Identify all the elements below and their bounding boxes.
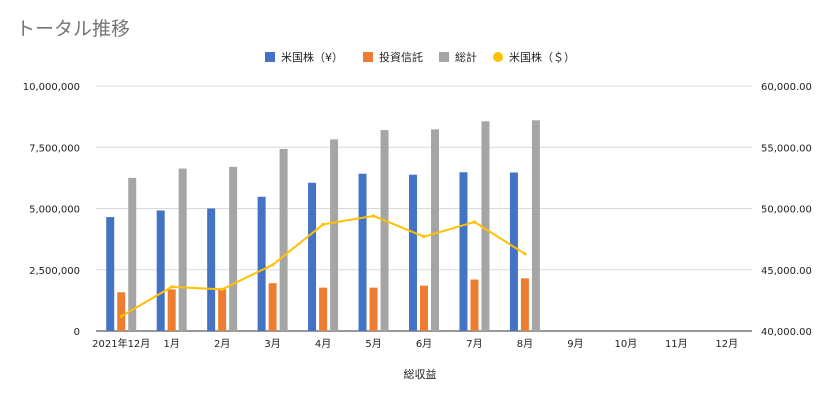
bar [156, 210, 165, 331]
bar [117, 292, 126, 331]
bar [520, 278, 529, 331]
line-point [523, 252, 527, 256]
legend-label: 米国株（¥） [281, 50, 343, 64]
line-point [119, 314, 123, 318]
line-point [371, 214, 376, 218]
line-point [422, 235, 426, 239]
bar [257, 196, 266, 331]
bar [167, 289, 176, 331]
bar [128, 177, 137, 331]
bar [319, 287, 328, 331]
chart-title: トータル推移 [16, 18, 131, 40]
x-tick-label: 8月 [517, 338, 533, 350]
legend-marker [265, 52, 275, 62]
y-left-tick-label: 10,000,000 [23, 82, 80, 93]
bar [178, 168, 187, 331]
y-right-tick-label: 50,000.00 [761, 205, 812, 216]
x-tick-label: 1月 [164, 338, 180, 350]
bar [358, 173, 367, 331]
bar [106, 217, 115, 331]
x-tick-label: 3月 [264, 338, 280, 350]
bar [409, 174, 417, 331]
y-left-tick-label: 5,000,000 [29, 205, 80, 216]
legend-label: 米国株（＄） [509, 50, 575, 64]
x-tick-label: 12月 [715, 338, 738, 350]
x-tick-label: 5月 [365, 338, 381, 350]
bar [470, 279, 479, 331]
bar [369, 287, 378, 331]
bar [218, 289, 227, 331]
legend-label: 総計 [455, 50, 477, 64]
x-tick-label: 4月 [315, 338, 331, 350]
x-tick-label: 6月 [416, 338, 432, 350]
legend-marker [493, 52, 503, 62]
y-left-tick-label: 0 [74, 327, 80, 338]
x-tick-label: 11月 [665, 338, 688, 350]
line-point [472, 220, 477, 224]
y-left-tick-label: 7,500,000 [29, 143, 80, 154]
legend-marker [363, 52, 373, 62]
y-right-tick-label: 60,000.00 [761, 82, 812, 93]
bar [431, 129, 439, 331]
x-tick-label: 2021年12月 [92, 337, 150, 350]
bar [481, 121, 490, 331]
legend-label: 投資信託 [379, 50, 423, 64]
legend-marker [439, 52, 449, 62]
bar [380, 130, 389, 331]
x-tick-label: 7月 [466, 338, 482, 350]
bar [420, 285, 428, 331]
bar [229, 166, 238, 331]
line-point [271, 263, 275, 267]
bar [330, 139, 339, 331]
line-point [220, 287, 224, 291]
x-tick-label: 10月 [614, 338, 637, 350]
bar [509, 172, 518, 331]
bar [308, 182, 317, 331]
y-left-tick-label: 2,500,000 [29, 266, 80, 277]
bar [268, 283, 277, 331]
bar [279, 148, 288, 331]
bar [459, 172, 468, 331]
x-tick-label: 9月 [567, 338, 583, 350]
bar [531, 120, 540, 331]
x-axis-title: 総収益 [403, 368, 437, 381]
y-right-tick-label: 45,000.00 [761, 266, 812, 277]
y-right-tick-label: 40,000.00 [761, 327, 812, 338]
x-tick-label: 2月 [214, 338, 230, 350]
y-right-tick-label: 55,000.00 [761, 143, 812, 154]
line-point [321, 222, 325, 227]
line-point [170, 285, 174, 289]
bar [207, 208, 216, 331]
